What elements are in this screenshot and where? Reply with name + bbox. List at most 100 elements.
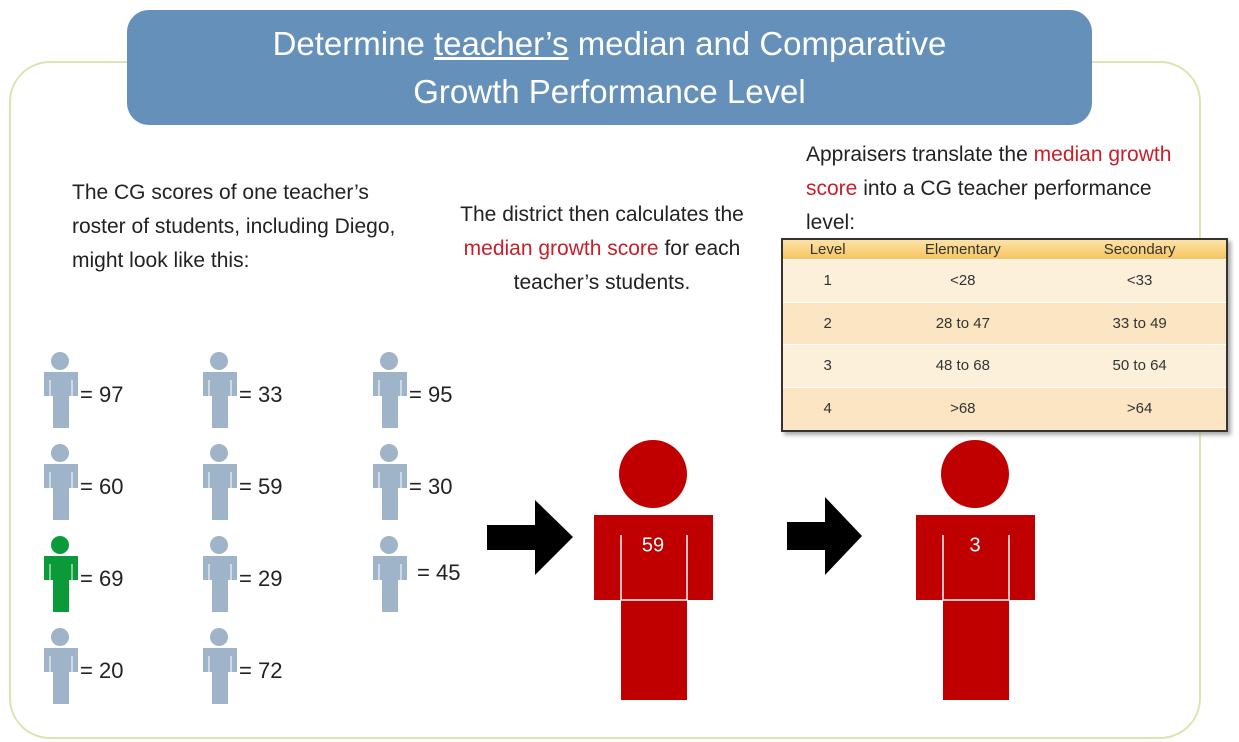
cell: 33 to 49 <box>1053 302 1227 346</box>
student-icon <box>203 536 237 612</box>
head <box>210 536 228 554</box>
cell: <28 <box>872 259 1054 303</box>
student-score: = 33 <box>239 382 282 407</box>
cell: 2 <box>782 302 873 346</box>
student-score: = 60 <box>80 474 123 499</box>
student-icon <box>203 444 237 520</box>
head <box>51 628 69 646</box>
row: 3 48 to 68 50 to 64 <box>782 344 1227 388</box>
legs <box>53 672 69 704</box>
district-text: The district then calculates the median … <box>432 198 772 300</box>
legs <box>53 396 69 428</box>
head <box>380 536 398 554</box>
text: Appraisers translate the <box>806 143 1028 166</box>
figure-label: 3 <box>969 534 980 556</box>
header-cell: Elementary <box>872 239 1054 260</box>
cell: >64 <box>1053 387 1227 432</box>
body <box>203 648 237 672</box>
body <box>916 515 1035 600</box>
head <box>380 444 398 462</box>
student-score: = 97 <box>80 382 123 407</box>
legs <box>212 396 228 428</box>
student-score: = 45 <box>417 560 460 585</box>
highlight: median growth score <box>463 237 659 260</box>
cell: 4 <box>782 387 873 432</box>
body <box>44 556 78 580</box>
student-score: = 69 <box>80 566 123 591</box>
student-icon <box>44 536 78 612</box>
legs <box>621 600 687 700</box>
body <box>373 556 407 580</box>
student-icon <box>203 628 237 704</box>
legs <box>382 396 398 428</box>
head <box>210 444 228 462</box>
student-icon <box>44 352 78 428</box>
body <box>203 372 237 396</box>
head <box>619 440 687 508</box>
legs <box>53 580 69 612</box>
header-cell: Level <box>782 239 873 260</box>
header-row: Level Elementary Secondary <box>782 239 1227 260</box>
row: 1 <28 <33 <box>782 259 1227 303</box>
legs <box>53 488 69 520</box>
student-score: = 95 <box>409 382 452 407</box>
highlight: median growth score <box>806 143 1172 200</box>
student-icon <box>44 628 78 704</box>
text: into a CG teacher performance level: <box>806 177 1152 234</box>
body <box>373 372 407 396</box>
cell: 3 <box>782 344 873 388</box>
student-score: = 30 <box>409 474 452 499</box>
title-text: Growth Performance Level <box>413 73 806 110</box>
text: for each teacher’s students. <box>513 237 741 294</box>
legs <box>382 488 398 520</box>
body <box>203 556 237 580</box>
title-underlined: teacher’s <box>433 25 569 62</box>
body <box>594 515 713 600</box>
head <box>210 352 228 370</box>
arrow <box>787 497 862 575</box>
student-score: = 29 <box>239 566 282 591</box>
student-icon <box>373 352 407 428</box>
roster-text: The CG scores of one teacher’s roster of… <box>72 181 396 272</box>
head <box>380 352 398 370</box>
cell: <33 <box>1053 259 1227 303</box>
body <box>203 464 237 488</box>
cell: 28 to 47 <box>872 302 1054 346</box>
student-icon <box>373 536 407 612</box>
head <box>210 628 228 646</box>
row: 4 >68 >64 <box>782 387 1227 432</box>
body <box>373 464 407 488</box>
title: Determine teacher’s median and Comparati… <box>127 10 1092 125</box>
head <box>51 352 69 370</box>
title-text: median and Comparative <box>577 25 947 62</box>
head <box>51 444 69 462</box>
text: The district then calculates the <box>460 203 744 226</box>
title-banner <box>127 10 1092 125</box>
student-score: = 59 <box>239 474 282 499</box>
student-icon <box>203 352 237 428</box>
legs <box>212 580 228 612</box>
figure-label: 59 <box>642 534 664 556</box>
legs <box>943 600 1009 700</box>
student-icon <box>373 444 407 520</box>
legs <box>382 580 398 612</box>
cell: 1 <box>782 259 873 303</box>
arrow <box>487 500 573 575</box>
header-cell: Secondary <box>1053 239 1227 260</box>
body <box>44 372 78 396</box>
title-text: Determine <box>272 25 425 62</box>
row: 2 28 to 47 33 to 49 <box>782 302 1227 346</box>
legs <box>212 672 228 704</box>
head <box>941 440 1009 508</box>
level-table: Level Elementary Secondary 1 <28 <33 2 28 to 47… <box>781 238 1228 432</box>
student-icon <box>44 444 78 520</box>
legs <box>212 488 228 520</box>
cell: >68 <box>872 387 1054 432</box>
body <box>44 464 78 488</box>
head <box>51 536 69 554</box>
cell: 48 to 68 <box>872 344 1054 388</box>
cell: 50 to 64 <box>1053 344 1227 388</box>
appraiser-text: Appraisers translate the median growth s… <box>806 138 1206 240</box>
